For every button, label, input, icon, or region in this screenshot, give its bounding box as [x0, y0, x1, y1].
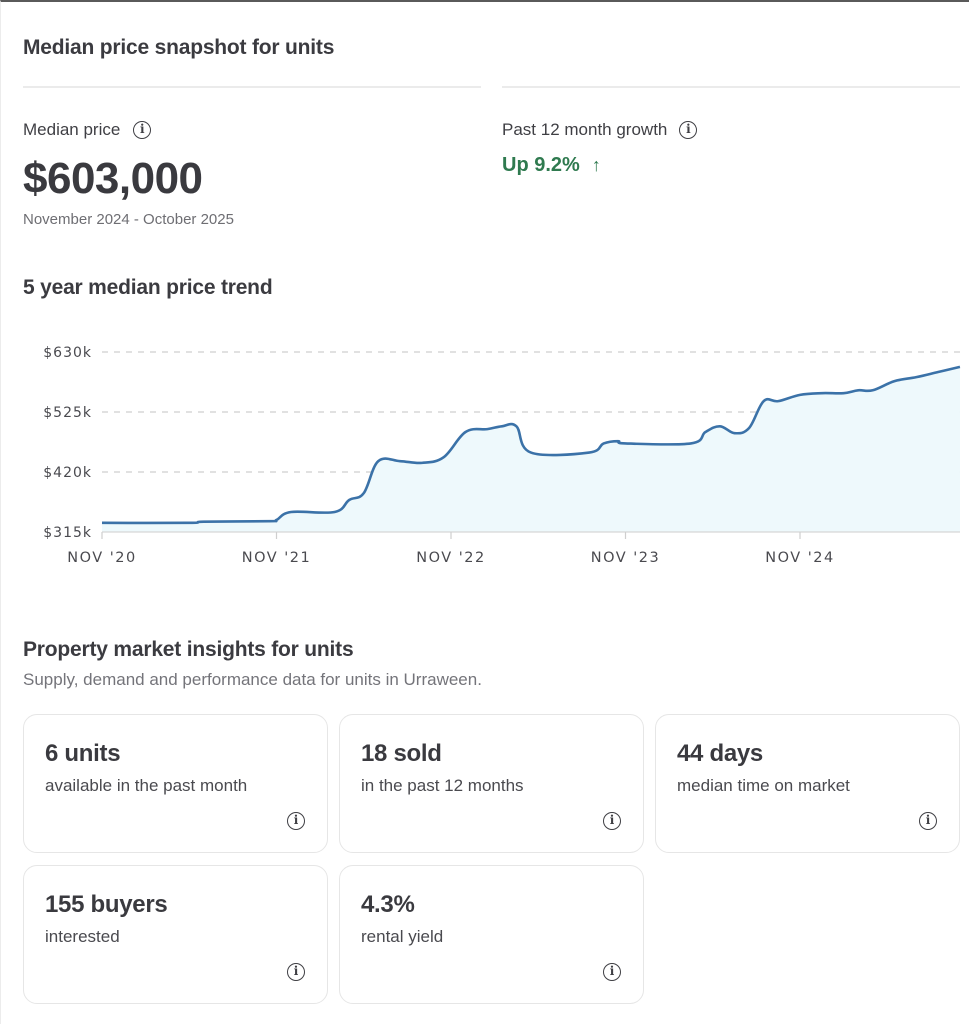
info-icon[interactable]: i — [679, 121, 698, 139]
insight-desc: available in the past month — [45, 776, 248, 795]
y-tick-label: $420k — [43, 465, 92, 481]
insight-card-days-on-market[interactable]: 44 days median time on market i — [655, 714, 960, 853]
x-tick-label: NOV '22 — [416, 550, 485, 566]
trend-title: 5 year median price trend — [23, 276, 273, 299]
median-price-label: Median price — [23, 120, 121, 139]
insight-card-available[interactable]: 6 units available in the past month i — [23, 714, 328, 853]
insight-desc: rental yield — [361, 927, 444, 946]
y-tick-label: $525k — [43, 405, 92, 421]
insight-value: 6 units — [45, 740, 121, 767]
median-price-period: November 2024 - October 2025 — [23, 211, 234, 228]
chart-area-fill — [102, 366, 960, 532]
insight-value: 4.3% — [361, 891, 415, 918]
info-icon[interactable]: i — [919, 812, 937, 830]
divider-right — [502, 86, 960, 88]
info-icon[interactable]: i — [133, 121, 152, 139]
chart-x-ticks: NOV '20 NOV '21 NOV '22 NOV '23 NOV '24 — [67, 532, 834, 566]
info-icon[interactable]: i — [603, 812, 621, 830]
x-tick-label: NOV '24 — [765, 550, 834, 566]
insights-subtitle: Supply, demand and performance data for … — [23, 670, 482, 689]
price-trend-chart: NOV '20 NOV '21 NOV '22 NOV '23 NOV '24 $315… — [43, 345, 961, 566]
insight-value: 44 days — [677, 740, 763, 767]
growth-label: Past 12 month growth — [502, 120, 668, 139]
growth-label-row: Past 12 month growth i — [502, 120, 698, 140]
insight-card-sold[interactable]: 18 sold in the past 12 months i — [339, 714, 644, 853]
chart-series-line — [101, 365, 961, 525]
median-price-label-row: Median price i — [23, 120, 152, 140]
x-tick-label: NOV '23 — [591, 550, 660, 566]
y-tick-label: $630k — [43, 345, 92, 361]
chart-y-ticks: $315k $420k $525k $630k — [43, 345, 92, 541]
growth-value: Up 9.2% — [502, 154, 580, 176]
median-price-value: $603,000 — [23, 154, 203, 203]
info-icon[interactable]: i — [287, 812, 305, 830]
insight-desc: interested — [45, 927, 120, 946]
info-icon[interactable]: i — [287, 963, 305, 981]
insight-card-rental-yield[interactable]: 4.3% rental yield i — [339, 865, 644, 1004]
x-tick-label: NOV '20 — [67, 550, 136, 566]
insight-value: 155 buyers — [45, 891, 168, 918]
insight-card-buyers[interactable]: 155 buyers interested i — [23, 865, 328, 1004]
insight-desc: in the past 12 months — [361, 776, 524, 795]
divider-left — [23, 86, 481, 88]
growth-value-row: Up 9.2% ↑ — [502, 154, 601, 177]
snapshot-title: Median price snapshot for units — [23, 36, 335, 59]
insight-value: 18 sold — [361, 740, 442, 767]
info-icon[interactable]: i — [603, 963, 621, 981]
insight-desc: median time on market — [677, 776, 850, 795]
x-tick-label: NOV '21 — [242, 550, 311, 566]
y-tick-label: $315k — [43, 525, 92, 541]
insights-title: Property market insights for units — [23, 638, 354, 661]
arrow-up-icon: ↑ — [591, 155, 601, 175]
